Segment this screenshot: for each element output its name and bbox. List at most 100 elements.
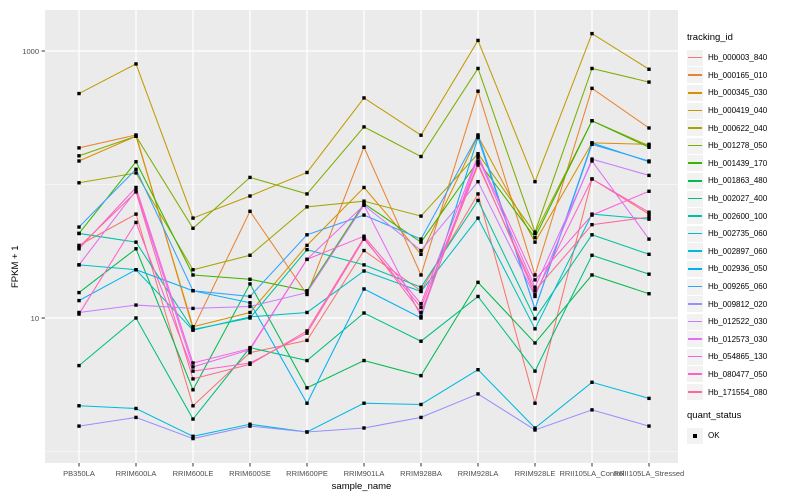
data-point bbox=[248, 277, 252, 281]
legend-key bbox=[687, 278, 703, 295]
legend-key bbox=[687, 190, 703, 207]
data-point bbox=[248, 301, 252, 305]
legend-line-swatch bbox=[688, 162, 702, 164]
data-point bbox=[533, 230, 537, 234]
data-point bbox=[476, 392, 480, 396]
plot-panel bbox=[45, 10, 678, 463]
data-point bbox=[533, 240, 537, 244]
data-point bbox=[77, 146, 81, 150]
data-point bbox=[305, 292, 309, 297]
data-point bbox=[362, 213, 366, 217]
data-point bbox=[419, 310, 423, 315]
legend-line-swatch bbox=[688, 109, 702, 112]
data-point bbox=[362, 125, 366, 129]
data-point bbox=[533, 273, 537, 277]
data-point bbox=[590, 222, 594, 227]
legend-item: Hb_002735_060 bbox=[687, 225, 767, 243]
data-point bbox=[248, 294, 252, 299]
legend-key bbox=[687, 348, 703, 365]
legend-key bbox=[687, 225, 703, 242]
data-point bbox=[134, 406, 138, 411]
legend-item: Hb_000419_040 bbox=[687, 102, 767, 120]
x-tick-label: RRII105LA_Stressed bbox=[613, 469, 685, 478]
data-point bbox=[191, 436, 195, 441]
legend-item: Hb_002027_400 bbox=[687, 190, 767, 208]
data-point bbox=[533, 401, 537, 405]
legend-line-swatch bbox=[688, 303, 702, 305]
legend-key bbox=[687, 120, 703, 137]
data-point bbox=[362, 401, 366, 405]
legend-line-swatch bbox=[688, 285, 702, 288]
data-point bbox=[305, 205, 309, 209]
data-point bbox=[590, 66, 594, 71]
legend-key bbox=[687, 208, 703, 225]
data-point bbox=[362, 235, 366, 240]
legend-item-label: Hb_009265_060 bbox=[708, 282, 768, 292]
data-point bbox=[305, 290, 309, 295]
data-point bbox=[362, 311, 366, 315]
data-point bbox=[590, 233, 594, 237]
data-point bbox=[647, 237, 651, 241]
data-point bbox=[305, 430, 309, 434]
legend-line-swatch bbox=[688, 320, 702, 323]
data-point bbox=[476, 216, 480, 220]
data-point bbox=[191, 365, 195, 369]
data-point bbox=[77, 424, 81, 428]
data-point bbox=[590, 253, 594, 257]
data-point bbox=[248, 362, 252, 366]
data-point bbox=[77, 290, 81, 295]
legend-line-swatch bbox=[688, 250, 702, 252]
data-point bbox=[77, 404, 81, 408]
legend-key bbox=[687, 366, 703, 383]
data-point bbox=[305, 401, 309, 405]
data-point bbox=[191, 268, 195, 272]
data-point bbox=[533, 179, 537, 184]
legend-quant-status: quant_status OK bbox=[687, 410, 767, 445]
data-point bbox=[134, 190, 138, 194]
x-tick-label: RRIM600LA bbox=[115, 469, 157, 478]
data-point bbox=[590, 177, 594, 181]
x-tick-label: RRIM901LA bbox=[343, 469, 385, 478]
data-point bbox=[248, 315, 252, 319]
data-point bbox=[305, 170, 309, 175]
data-point bbox=[305, 310, 309, 315]
data-point bbox=[647, 396, 651, 401]
legend-item: Hb_009265_060 bbox=[687, 278, 767, 296]
data-point bbox=[191, 273, 195, 277]
data-point bbox=[77, 154, 81, 158]
quant-ok-key bbox=[687, 427, 703, 444]
data-point bbox=[134, 268, 138, 272]
legend-item-label: Hb_002027_400 bbox=[708, 194, 768, 204]
data-point bbox=[191, 377, 195, 381]
data-point bbox=[647, 424, 651, 428]
data-point bbox=[533, 307, 537, 311]
data-point bbox=[647, 80, 651, 84]
data-point bbox=[533, 285, 537, 289]
legend-item-label: Hb_000345_030 bbox=[708, 88, 768, 98]
data-point bbox=[77, 91, 81, 96]
x-tick-label: PB350LA bbox=[63, 469, 95, 478]
data-point bbox=[248, 194, 252, 198]
data-point bbox=[419, 301, 423, 306]
data-point bbox=[248, 422, 252, 426]
data-point bbox=[533, 294, 537, 299]
legend-item: Hb_001439_170 bbox=[687, 155, 767, 173]
data-point bbox=[362, 185, 366, 190]
data-point bbox=[533, 428, 537, 432]
data-point bbox=[134, 171, 138, 175]
data-point bbox=[647, 189, 651, 193]
data-point bbox=[134, 62, 138, 66]
data-point bbox=[362, 145, 366, 149]
legend-item: Hb_002936_050 bbox=[687, 260, 767, 278]
data-point bbox=[248, 310, 252, 315]
legend-item-ok: OK bbox=[687, 427, 767, 445]
data-point bbox=[77, 159, 81, 163]
data-point bbox=[647, 217, 651, 221]
legend-line-swatch bbox=[688, 391, 702, 393]
legend-item-label: Hb_012573_030 bbox=[708, 334, 768, 344]
x-tick-label: RRIM600SE bbox=[229, 469, 271, 478]
data-point bbox=[590, 119, 594, 123]
data-point bbox=[191, 306, 195, 311]
data-point bbox=[248, 282, 252, 286]
